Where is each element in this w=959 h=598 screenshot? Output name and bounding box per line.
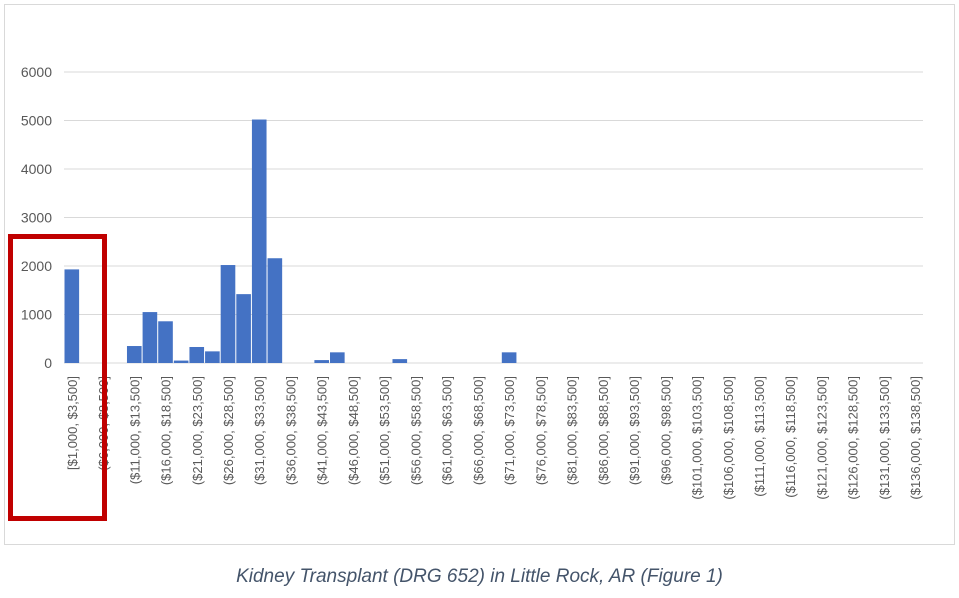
x-tick-label: ($131,000, $133,500]	[877, 376, 892, 500]
highlight-box	[8, 234, 107, 521]
x-tick-label: ($51,000, $53,500]	[377, 376, 392, 485]
x-tick-label: ($136,000, $138,500]	[908, 376, 923, 500]
bar	[158, 321, 173, 363]
bar	[189, 346, 205, 363]
x-tick-label: ($126,000, $128,500]	[846, 376, 861, 500]
figure-caption: Kidney Transplant (DRG 652) in Little Ro…	[236, 566, 723, 587]
gridlines	[64, 71, 923, 364]
x-tick-label: ($101,000, $103,500]	[690, 376, 705, 500]
bar	[205, 351, 220, 363]
bars	[64, 119, 517, 363]
bar	[220, 265, 236, 363]
bar	[267, 258, 283, 363]
x-tick-label: ($31,000, $33,500]	[252, 376, 267, 485]
bar	[142, 312, 158, 363]
bar	[173, 360, 189, 363]
x-tick-label: ($86,000, $88,500]	[596, 376, 611, 485]
x-tick-label: ($116,000, $118,500]	[783, 376, 798, 498]
bar	[251, 119, 267, 363]
bar	[330, 352, 345, 363]
x-tick-label: ($106,000, $108,500]	[721, 376, 736, 500]
bar	[126, 346, 142, 363]
chart-area	[4, 4, 955, 545]
bar	[64, 269, 80, 363]
bar	[501, 352, 517, 363]
bar	[392, 359, 408, 363]
x-tick-label: ($121,000, $123,500]	[814, 376, 829, 500]
x-tick-label: ($81,000, $83,500]	[565, 376, 580, 485]
y-tick-label: 4000	[21, 161, 52, 177]
x-tick-label: ($96,000, $98,500]	[658, 376, 673, 485]
y-tick-label: 1000	[21, 307, 52, 323]
x-tick-label: ($111,000, $113,500]	[752, 376, 767, 497]
y-tick-label: 0	[44, 355, 52, 371]
y-tick-label: 2000	[21, 258, 52, 274]
y-tick-label: 6000	[21, 64, 52, 80]
bar	[314, 360, 330, 363]
x-tick-label: ($21,000, $23,500]	[190, 376, 205, 485]
x-tick-label: ($76,000, $78,500]	[533, 376, 548, 485]
x-tick-label: ($41,000, $43,500]	[315, 376, 330, 485]
y-axis-tick-labels: 0 1000 2000 3000 4000 5000 6000	[21, 64, 52, 371]
x-axis-tick-labels: [$1,000, $3,500] ($6,000, $8,500] ($11,000…	[65, 376, 923, 500]
x-tick-label: ($71,000, $73,500]	[502, 376, 517, 485]
x-tick-label: ($11,000, $13,500]	[127, 376, 142, 484]
x-tick-label: ($26,000, $28,500]	[221, 376, 236, 485]
x-tick-label: ($91,000, $93,500]	[627, 376, 642, 485]
x-tick-label: ($56,000, $58,500]	[408, 376, 423, 485]
x-tick-label: [$1,000, $3,500]	[65, 376, 80, 470]
x-tick-label: ($66,000, $68,500]	[471, 376, 486, 485]
y-tick-label: 3000	[21, 210, 52, 226]
x-tick-label: ($36,000, $38,500]	[283, 376, 298, 485]
bar	[236, 294, 251, 363]
x-tick-label: ($46,000, $48,500]	[346, 376, 361, 485]
x-tick-label: ($16,000, $18,500]	[159, 376, 174, 485]
x-tick-label: ($61,000, $63,500]	[440, 376, 455, 485]
y-tick-label: 5000	[21, 113, 52, 129]
